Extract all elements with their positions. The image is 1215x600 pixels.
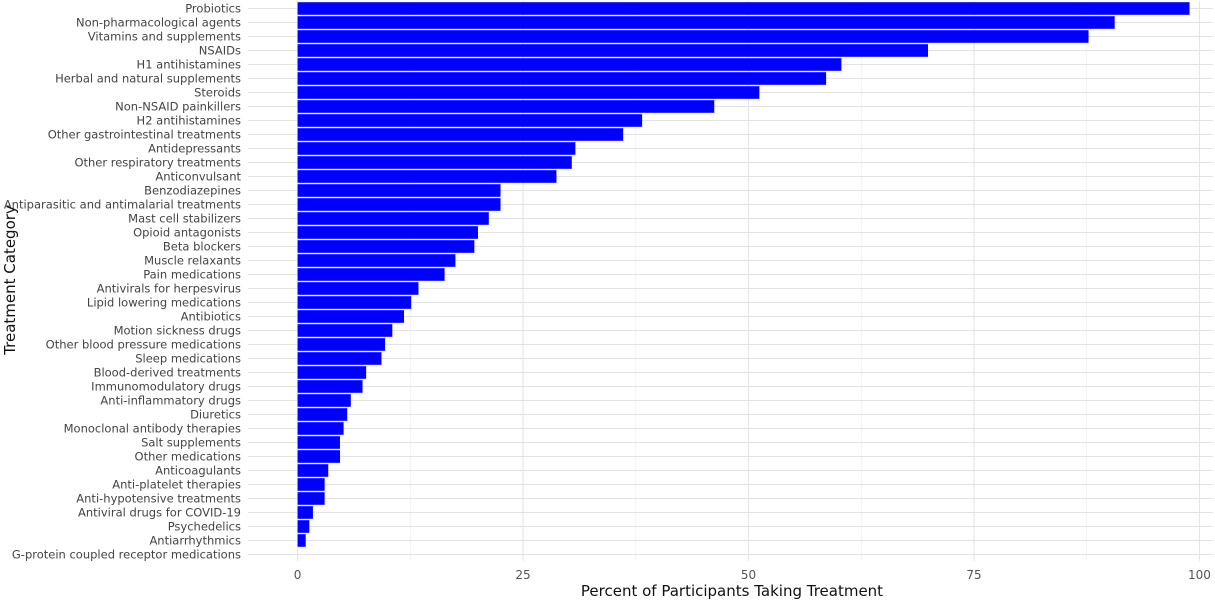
category-label: Sleep medications xyxy=(135,352,241,366)
bar xyxy=(297,58,842,71)
category-label: Anticoagulants xyxy=(155,464,241,478)
category-label: Herbal and natural supplements xyxy=(55,72,241,86)
category-label: Anti-platelet therapies xyxy=(112,478,241,492)
bar xyxy=(297,450,340,463)
bar xyxy=(297,2,1190,15)
category-label: Non-NSAID painkillers xyxy=(115,100,241,114)
category-label: Antiarrhythmics xyxy=(149,534,241,548)
bar xyxy=(297,114,643,127)
x-tick-labels: 0 25 50 75 100 xyxy=(294,568,1211,582)
bar xyxy=(297,408,348,421)
bar xyxy=(297,156,572,169)
bar xyxy=(297,142,576,155)
bar xyxy=(297,212,489,225)
category-label: Antivirals for herpesvirus xyxy=(97,282,241,296)
category-label: Diuretics xyxy=(190,408,241,422)
category-label: Non-pharmacological agents xyxy=(76,16,241,30)
bars-layer xyxy=(297,2,1190,547)
x-tick-label: 75 xyxy=(966,568,981,582)
bar xyxy=(297,198,501,211)
bar xyxy=(297,520,310,533)
bar xyxy=(297,72,827,85)
category-label: G-protein coupled receptor medications xyxy=(12,548,241,562)
bar xyxy=(297,492,325,505)
bar xyxy=(297,478,325,491)
x-axis-title: Percent of Participants Taking Treatment xyxy=(581,582,883,600)
grid-layer xyxy=(248,1,1213,561)
category-label: Psychedelics xyxy=(168,520,241,534)
bar xyxy=(297,366,367,379)
category-label: NSAIDs xyxy=(199,44,241,58)
category-label: Beta blockers xyxy=(163,240,241,254)
category-label: Other medications xyxy=(135,450,241,464)
category-label: Steroids xyxy=(194,86,241,100)
bar xyxy=(297,422,344,435)
x-tick-label: 25 xyxy=(515,568,530,582)
x-tick-label: 0 xyxy=(294,568,302,582)
bar xyxy=(297,86,760,99)
category-label: Muscle relaxants xyxy=(144,254,241,268)
bar xyxy=(297,324,393,337)
bar xyxy=(297,380,363,393)
x-tick-label: 100 xyxy=(1188,568,1211,582)
bar xyxy=(297,282,419,295)
bar xyxy=(297,534,306,547)
bar xyxy=(297,352,382,365)
bar xyxy=(297,170,557,183)
bar xyxy=(297,310,405,323)
category-label: Antiparasitic and antimalarial treatment… xyxy=(4,198,241,212)
category-label: Anticonvulsant xyxy=(155,170,241,184)
category-label: Other gastrointestinal treatments xyxy=(48,128,241,142)
bar xyxy=(297,254,456,267)
category-label: Anti-hypotensive treatments xyxy=(76,492,241,506)
category-label: Immunomodulatory drugs xyxy=(91,380,241,394)
bar xyxy=(297,436,340,449)
bar xyxy=(297,296,412,309)
bar xyxy=(297,226,478,239)
category-label: Antibiotics xyxy=(181,310,241,324)
y-axis-title: Treatment Category xyxy=(1,205,19,356)
category-label: Anti-inflammatory drugs xyxy=(100,394,241,408)
bar xyxy=(297,128,624,141)
bar xyxy=(297,100,715,113)
category-label: H1 antihistamines xyxy=(137,58,241,72)
bar xyxy=(297,338,386,351)
bar xyxy=(297,394,351,407)
category-label: Motion sickness drugs xyxy=(114,324,241,338)
category-label: Vitamins and supplements xyxy=(88,30,241,44)
bar xyxy=(297,30,1089,43)
category-label: Pain medications xyxy=(143,268,241,282)
bar xyxy=(297,16,1115,29)
category-label: Antiviral drugs for COVID-19 xyxy=(78,506,241,520)
category-label: Monoclonal antibody therapies xyxy=(64,422,241,436)
x-tick-label: 50 xyxy=(741,568,756,582)
category-label: Salt supplements xyxy=(141,436,241,450)
bar xyxy=(297,184,501,197)
bar xyxy=(297,464,329,477)
category-label: Lipid lowering medications xyxy=(87,296,241,310)
category-label: Opioid antagonists xyxy=(133,226,241,240)
bar xyxy=(297,240,475,253)
category-label: Mast cell stabilizers xyxy=(128,212,241,226)
bar xyxy=(297,268,445,281)
bar xyxy=(297,44,929,57)
category-label: Benzodiazepines xyxy=(144,184,241,198)
category-label: Blood-derived treatments xyxy=(94,366,241,380)
category-label: Probiotics xyxy=(185,2,241,16)
category-label: Other respiratory treatments xyxy=(74,156,241,170)
category-label: Other blood pressure medications xyxy=(46,338,241,352)
category-label: Antidepressants xyxy=(148,142,241,156)
category-label: H2 antihistamines xyxy=(137,114,241,128)
bar xyxy=(297,506,313,519)
